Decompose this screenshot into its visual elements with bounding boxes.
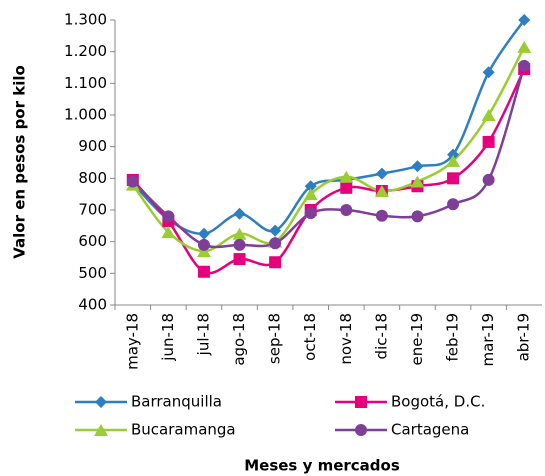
x-tick-label: oct-18 — [301, 313, 319, 361]
data-point — [481, 109, 496, 121]
series-line — [131, 65, 526, 249]
series-line — [131, 19, 526, 236]
data-point — [339, 170, 354, 183]
x-tick-label: ago-18 — [230, 313, 248, 366]
data-point — [233, 238, 246, 251]
y-tick-label: 600 — [78, 232, 107, 250]
data-point — [196, 245, 211, 258]
y-tick-label: 700 — [78, 201, 107, 219]
data-point — [304, 207, 317, 220]
y-axis-label: Valor en pesos por kilo — [11, 65, 29, 259]
legend-marker — [95, 396, 107, 408]
data-point — [197, 227, 210, 240]
data-point — [233, 253, 246, 266]
x-tick-label: may-18 — [123, 313, 141, 370]
series-line — [131, 46, 526, 253]
x-tick-label: sep-18 — [266, 313, 284, 364]
data-point — [303, 188, 318, 201]
data-point — [446, 154, 461, 167]
y-tick-label: 1.200 — [64, 42, 107, 60]
y-tick-label: 900 — [78, 137, 107, 155]
data-point — [162, 210, 175, 223]
data-point — [447, 148, 460, 161]
data-point — [340, 204, 353, 216]
data-point — [161, 226, 176, 239]
x-axis-label: Meses y mercados — [244, 457, 400, 475]
data-point — [197, 238, 210, 251]
x-tick-label: mar-19 — [479, 313, 497, 367]
data-point — [304, 180, 317, 193]
data-point — [375, 209, 388, 222]
data-point — [374, 185, 389, 197]
y-tick-label: 500 — [78, 264, 107, 282]
data-point — [269, 224, 282, 237]
data-point — [269, 256, 282, 269]
data-point — [482, 135, 495, 148]
x-tick-label: ene-19 — [408, 313, 426, 365]
legend-label: Cartagena — [391, 421, 469, 439]
legend-marker — [94, 424, 108, 436]
legend-label: Bucaramanga — [131, 421, 236, 439]
y-tick-label: 400 — [78, 296, 107, 314]
data-point — [197, 265, 210, 278]
x-tick-label: nov-18 — [337, 313, 355, 365]
y-tick-label: 800 — [78, 169, 107, 187]
legend-label: Bogotá, D.C. — [391, 393, 485, 411]
x-tick-label: jul-18 — [194, 313, 212, 356]
data-point — [411, 210, 424, 223]
data-point — [517, 40, 532, 53]
x-tick-label: abr-19 — [515, 313, 533, 361]
legend-marker — [355, 396, 367, 408]
data-point — [518, 14, 531, 26]
data-point — [482, 173, 495, 186]
x-tick-label: dic-18 — [372, 313, 390, 359]
data-point — [518, 59, 531, 72]
data-point — [410, 175, 425, 188]
data-point — [447, 198, 460, 211]
y-tick-label: 1.300 — [64, 11, 107, 29]
legend-label: Barranquilla — [131, 393, 222, 411]
data-point — [126, 175, 139, 188]
data-point — [340, 181, 353, 194]
y-tick-label: 1.000 — [64, 106, 107, 124]
data-point — [233, 207, 246, 220]
x-tick-label: feb-19 — [444, 313, 462, 362]
data-point — [411, 160, 424, 173]
series-line — [131, 68, 526, 275]
data-point — [482, 66, 495, 79]
data-point — [269, 237, 282, 250]
data-point — [232, 227, 247, 240]
y-tick-label: 1.100 — [64, 74, 107, 92]
legend-marker — [355, 424, 367, 436]
x-tick-label: jun-18 — [159, 313, 177, 362]
data-point — [375, 167, 388, 180]
data-point — [447, 172, 460, 185]
